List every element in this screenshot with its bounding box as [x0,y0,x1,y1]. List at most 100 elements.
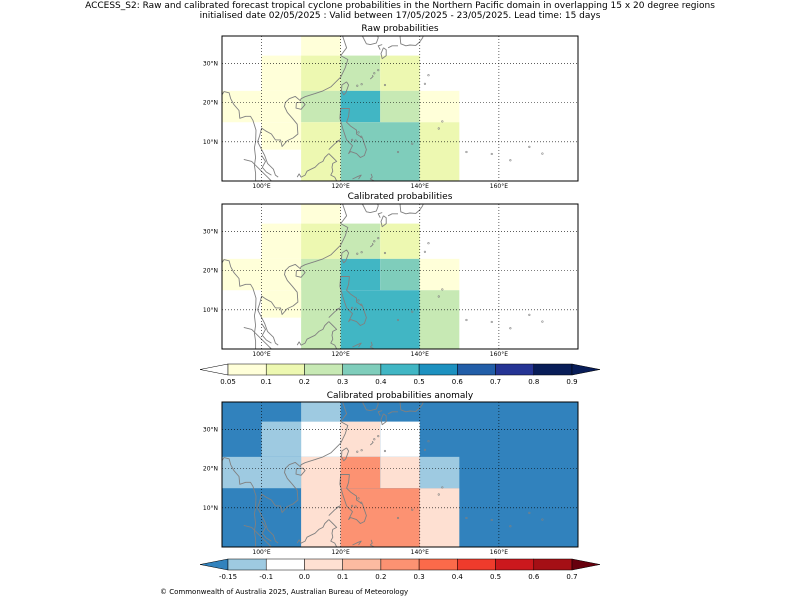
colorbar-tick-label: 0.3 [413,573,425,581]
coastline [399,203,424,215]
colorbar-tick-label: 0.5 [413,378,425,386]
coastline [296,153,330,178]
coastline [257,401,349,544]
map-calibrated-anomaly: 100°E 120°E 140°E 160°E 10°N 20°N 30°N [203,401,579,556]
longitude-label: 160°E [490,183,508,190]
latitude-label: 20°N [203,100,218,107]
island [427,440,430,443]
coastline [261,521,272,542]
coastline [380,215,387,228]
coastline [243,326,272,350]
latitude-label: 10°N [203,505,218,512]
island [509,327,512,330]
coastline [341,249,350,264]
colorbar-segment [380,363,420,376]
colorbar-tick-label: 0.1 [337,573,349,581]
colorbar-segment [418,363,458,376]
probability-cell [301,90,341,123]
probability-cell [222,90,262,123]
island [528,313,531,317]
coastline [361,401,379,412]
probability-cell [261,55,302,91]
colorbar-segment [457,558,496,571]
coastline [328,505,341,516]
island [465,318,468,322]
island [360,449,363,452]
colorbar-segment [265,363,305,376]
probability-cell [340,421,381,457]
island [465,516,468,520]
coastline [339,108,367,158]
island [509,525,512,528]
colorbar-tick-label: 0.2 [298,378,311,386]
island [465,150,468,154]
colorbar-tick-label: 0.0 [298,573,311,581]
coastline [257,203,349,346]
colorbar-tick-label: 0.9 [566,378,578,386]
probability-cell [340,488,420,547]
colorbar-tick-label: 0.3 [337,378,349,386]
island [441,120,444,123]
colorbar-tick-label: 0.05 [220,378,236,386]
panel-title-raw: Raw probabilities [361,24,439,34]
colorbar-tick-label: -0.15 [218,573,238,581]
coastline [369,539,375,548]
island [360,501,363,504]
longitude-label: 140°E [411,351,429,358]
probability-cell [222,258,262,291]
panel-title-calibrated: Calibrated probabilities [347,192,453,202]
coastline [399,401,424,413]
coastline [295,269,306,278]
colorbar-segment [227,363,267,376]
coastline [339,276,367,326]
coastline [377,410,383,416]
colorbar-tick-label: 0.5 [489,573,502,581]
coastline [387,213,398,217]
probability-cell [301,122,341,181]
colorbar-tick-label: 0.7 [566,573,578,581]
colorbar-segment [227,558,267,571]
island [441,288,444,291]
colorbar-segment [304,363,343,376]
island [490,152,493,156]
coastline [387,411,398,415]
colorbar-tick-label: 0.1 [260,378,272,386]
island [351,504,354,507]
latitude-label: 20°N [203,268,218,275]
island [437,493,440,496]
island [528,511,531,515]
map-raw-probabilities: 100°E 120°E 140°E 160°E 10°N 20°N 30°N [203,35,579,190]
island [354,307,357,310]
colorbar-extend-min [199,363,229,376]
coastline [328,153,338,182]
colorbar-segment [533,558,573,571]
latitude-label: 30°N [203,60,218,67]
colorbar-segment [342,558,382,571]
coastline [387,45,398,49]
longitude-label: 120°E [332,549,350,556]
probability-cell [340,90,381,123]
panel-title-anomaly: Calibrated probabilities anomaly [326,391,474,401]
island [354,505,357,508]
island [423,448,427,451]
latitude-label: 10°N [203,307,218,314]
longitude-label: 140°E [411,549,429,556]
figure-subtitle: initialised date 02/05/2025 : Valid betw… [199,11,601,21]
probability-cell [301,456,341,547]
longitude-label: 100°E [252,549,270,556]
island [357,497,360,500]
probability-cell [301,36,341,56]
island [360,251,363,254]
island [377,434,380,438]
longitude-label: 100°E [252,183,270,190]
probability-cell [261,456,302,489]
colorbar-tick-label: 0.4 [375,378,387,386]
island [541,152,544,155]
coastline [328,139,341,150]
longitude-label: 160°E [490,549,508,556]
coastline [369,173,375,182]
probability-cell [419,456,460,489]
coastline [361,203,379,214]
colorbar-tick-label: -0.1 [259,573,274,581]
coastline [221,91,257,181]
